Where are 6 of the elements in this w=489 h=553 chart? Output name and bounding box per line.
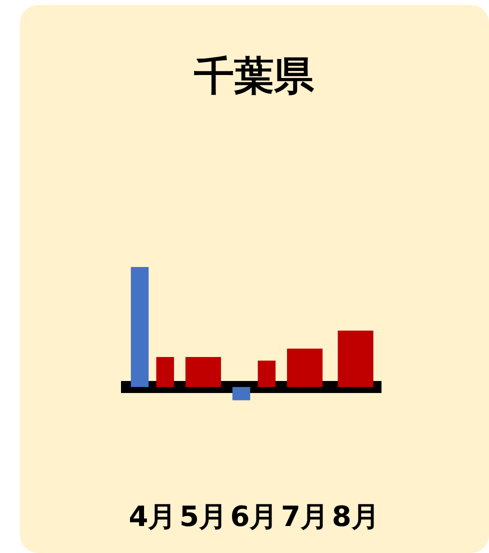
x-tick-label: 5月 — [179, 500, 227, 534]
x-tick-label: 4月 — [128, 500, 176, 534]
x-tick-label: 7月 — [281, 500, 329, 534]
x-tick-label: 6月 — [230, 500, 278, 534]
x-tick-label: 8月 — [332, 500, 380, 534]
chart-title: 千葉県 — [194, 53, 315, 100]
